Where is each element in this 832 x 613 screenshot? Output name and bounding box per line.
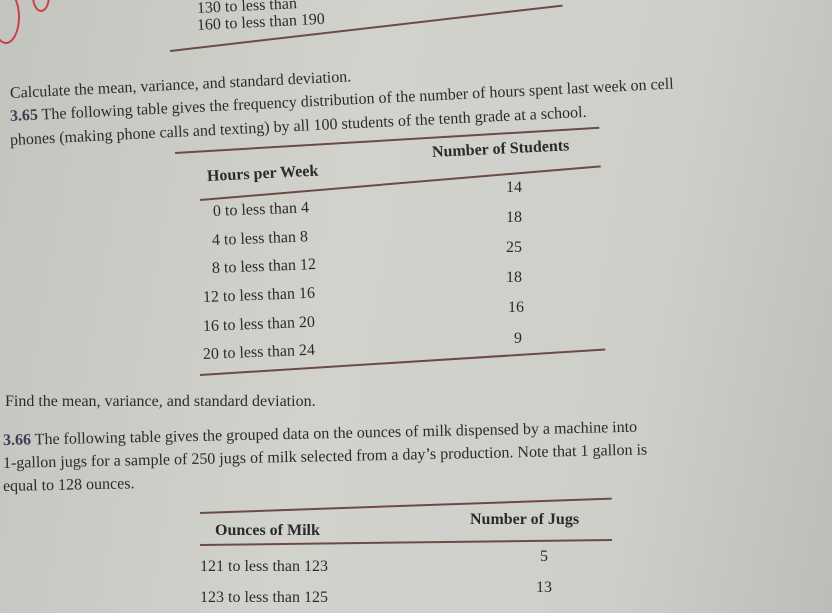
table-row-students: 25 xyxy=(506,239,522,256)
problem-number: 3.66 xyxy=(2,431,32,449)
table-rule xyxy=(200,538,612,546)
table-row-students: 16 xyxy=(508,299,524,316)
table-row-hours: 8 to less than 12 xyxy=(211,256,317,277)
problem-365-instruction: Find the mean, variance, and standard de… xyxy=(5,393,316,410)
problem-number: 3.65 xyxy=(9,106,39,125)
table-header-hours: Hours per Week xyxy=(206,162,319,185)
table-header-students: Number of Students xyxy=(431,137,570,161)
table-row-ounces: 123 to less than 125 xyxy=(200,589,328,606)
table-row-students: 18 xyxy=(506,269,522,286)
handwritten-mark xyxy=(0,0,20,44)
table-row-hours: 16 to less than 20 xyxy=(202,313,316,335)
table-row-hours: 12 to less than 16 xyxy=(202,284,316,306)
table-row-jugs: 13 xyxy=(536,579,552,596)
table-header-jugs: Number of Jugs xyxy=(470,511,580,528)
table-row-students: 9 xyxy=(514,330,522,347)
table-row-hours: 20 to less than 24 xyxy=(202,341,316,363)
table-row-students: 18 xyxy=(506,209,522,226)
problem-366-line3: equal to 128 ounces. xyxy=(2,475,135,495)
table-header-ounces: Ounces of Milk xyxy=(215,522,320,539)
handwritten-mark xyxy=(32,0,50,12)
table-row-jugs: 5 xyxy=(540,548,548,565)
table-row-hours: 4 to less than 8 xyxy=(211,228,309,249)
table-row-students: 14 xyxy=(506,179,522,196)
table-row-ounces: 121 to less than 123 xyxy=(200,558,328,575)
table-row-hours: 0 to less than 4 xyxy=(212,199,310,220)
